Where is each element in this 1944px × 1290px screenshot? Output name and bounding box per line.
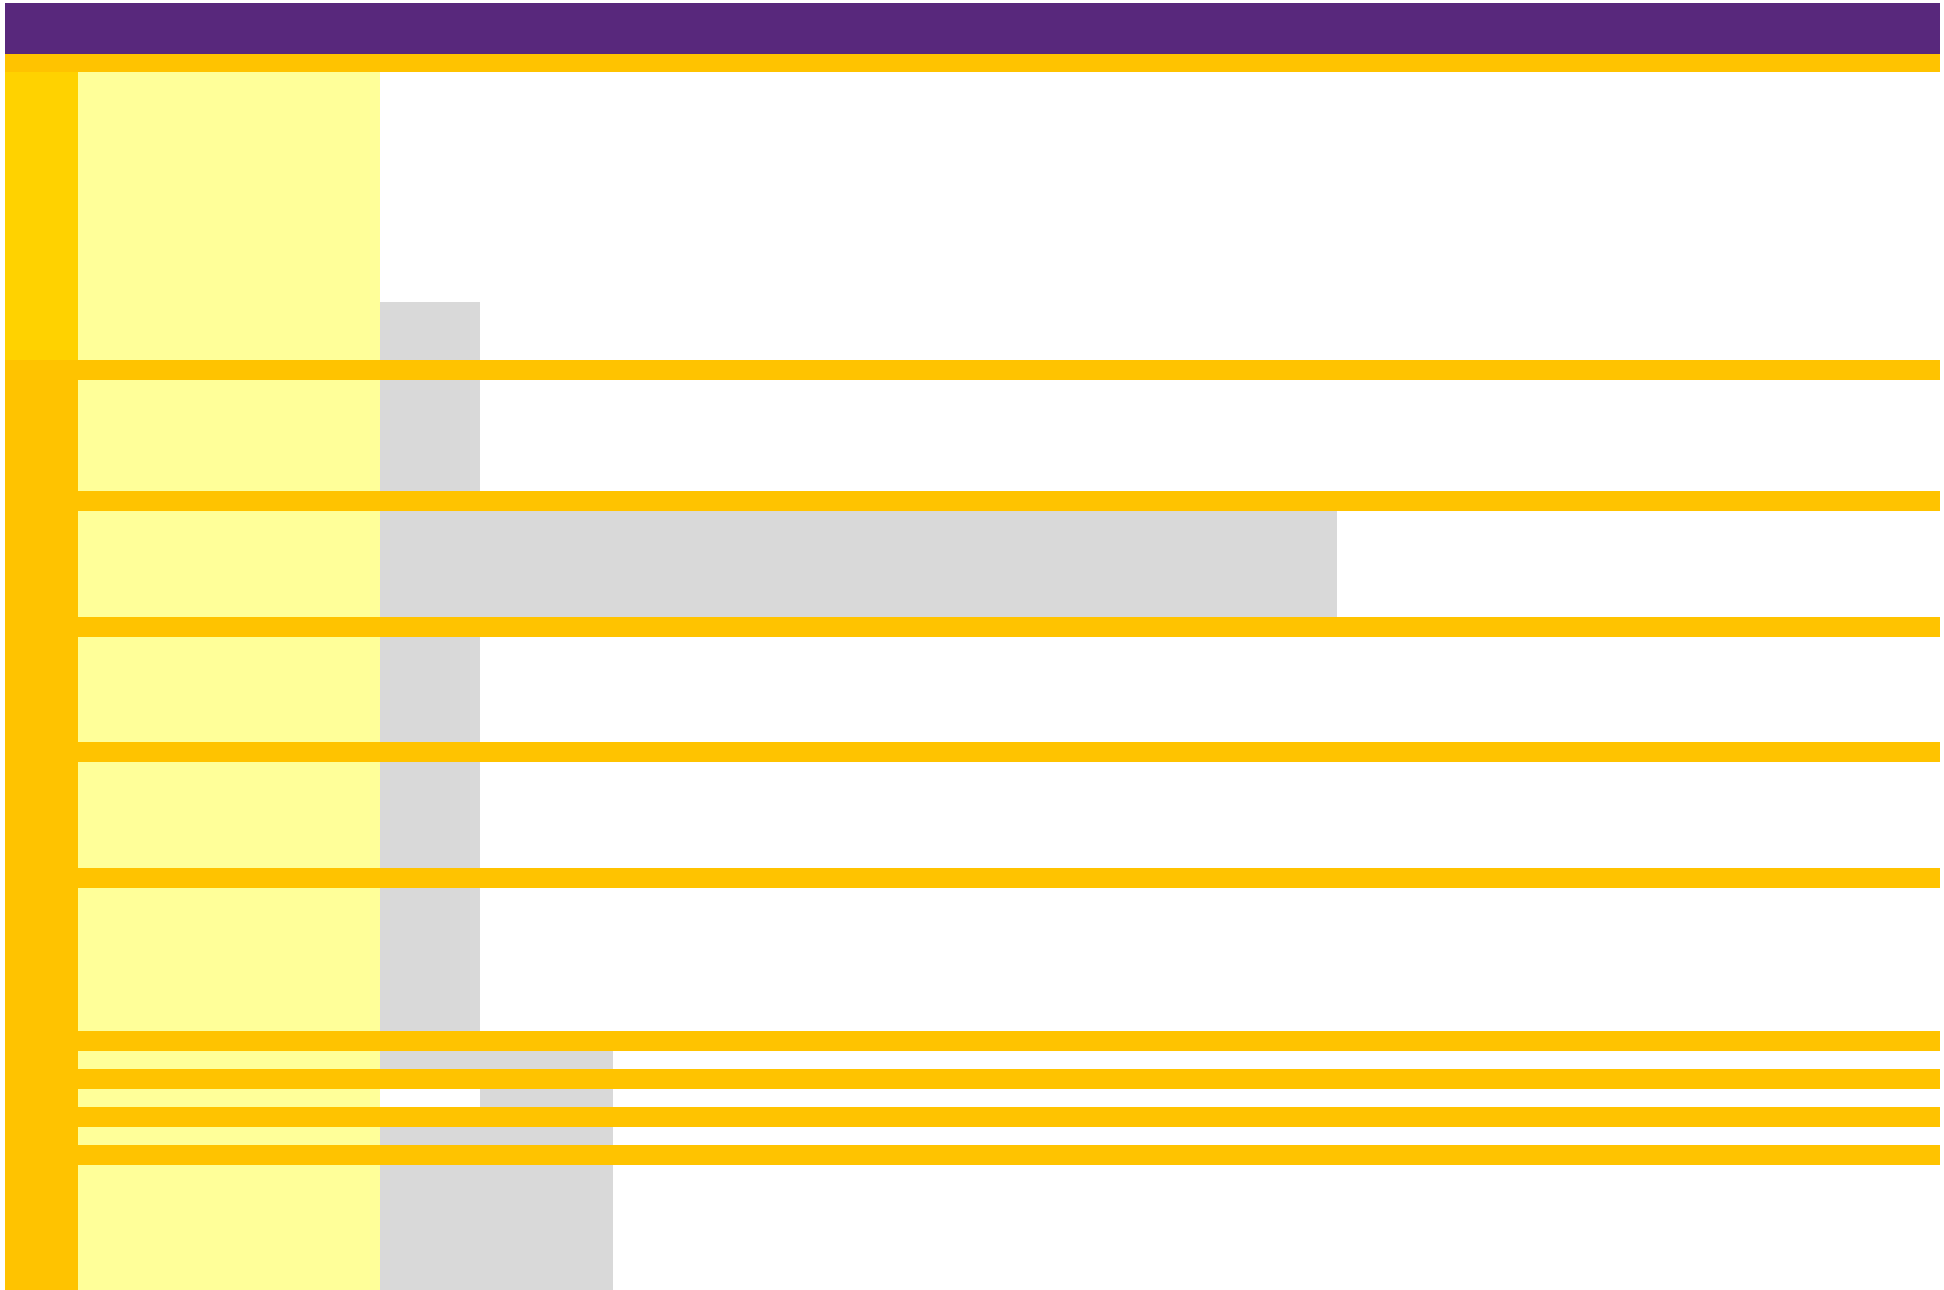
separator-band-2 <box>78 617 1940 637</box>
gray-fill-row-10 <box>380 1165 613 1290</box>
gray-fill-row-4 <box>380 637 480 742</box>
separator-band-1 <box>78 491 1940 511</box>
gray-fill-row-9 <box>380 1127 613 1145</box>
section-accent-top <box>5 54 78 360</box>
header-bar <box>5 3 1940 54</box>
separator-band-top <box>5 54 1940 72</box>
separator-band-4 <box>78 868 1940 888</box>
separator-band-5 <box>78 1031 1940 1051</box>
gray-fill-row-3 <box>380 511 1337 617</box>
gray-fill-row-2 <box>380 380 480 491</box>
separator-band-section <box>5 360 1940 380</box>
gray-fill-row-5 <box>380 762 480 868</box>
separator-band-7 <box>78 1107 1940 1127</box>
separator-band-3 <box>78 742 1940 762</box>
section-accent-bottom <box>5 360 78 1290</box>
gray-fill-row-8 <box>480 1089 613 1107</box>
separator-band-8 <box>78 1145 1940 1165</box>
gray-fill-row-6 <box>380 888 480 1031</box>
gray-fill-row-7 <box>380 1051 613 1069</box>
gray-fill-row-1 <box>380 302 480 360</box>
separator-band-6 <box>78 1069 1940 1089</box>
